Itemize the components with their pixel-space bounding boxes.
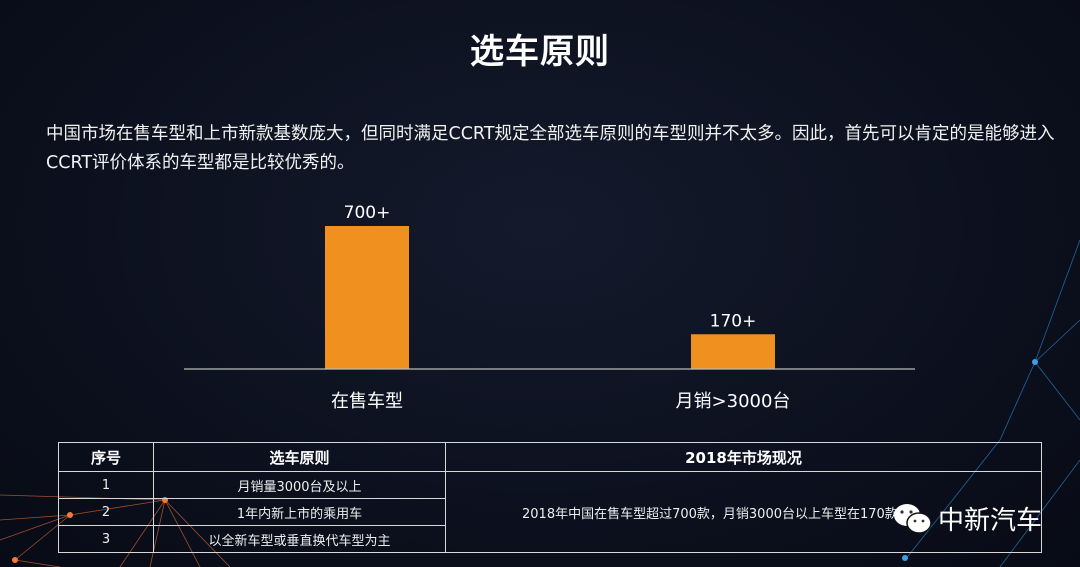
cell-no: 3: [58, 525, 154, 553]
cell-no: 1: [58, 471, 154, 499]
bar-chart: 700+ 在售车型 170+ 月销>3000台: [184, 203, 915, 412]
table-row: 3 以全新车型或垂直换代车型为主: [58, 525, 1042, 553]
watermark: 中新汽车: [892, 500, 1042, 537]
cell-no: 2: [58, 498, 154, 526]
table-header-row: 序号 选车原则 2018年市场现况: [58, 442, 1042, 472]
header-status: 2018年市场现况: [445, 442, 1042, 472]
header-rule: 选车原则: [153, 442, 446, 472]
header-no: 序号: [58, 442, 154, 472]
cell-status: 2018年中国在售车型超过700款，月销3000台以上车型在170款以: [445, 471, 1042, 553]
cell-rule: 以全新车型或垂直换代车型为主: [153, 525, 446, 553]
cell-rule: 月销量3000台及以上: [153, 471, 446, 499]
data-label: 170+: [710, 311, 757, 331]
table-row: 1 月销量3000台及以上 2018年中国在售车型超过700款，月销3000台以…: [58, 471, 1042, 553]
watermark-text: 中新汽车: [938, 506, 1043, 536]
bar: [325, 226, 409, 369]
category-label: 月销>3000台: [676, 391, 791, 412]
criteria-table: 序号 选车原则 2018年市场现况 1 月销量3000台及以上 2018年中国在…: [58, 442, 1042, 553]
wechat-icon: [894, 503, 932, 534]
table-row: 2 1年内新上市的乘用车: [58, 498, 1042, 526]
data-label: 700+: [344, 203, 391, 223]
status-text: 2018年中国在售车型超过700款，月销3000台以上车型在170款以: [522, 506, 911, 522]
category-label: 在售车型: [331, 391, 403, 412]
bar: [691, 334, 775, 369]
page-title: 选车原则: [470, 32, 610, 72]
cell-rule: 1年内新上市的乘用车: [153, 498, 446, 526]
intro-paragraph: 中国市场在售车型和上市新款基数庞大，但同时满足CCRT规定全部选车原则的车型则并…: [46, 124, 1055, 173]
